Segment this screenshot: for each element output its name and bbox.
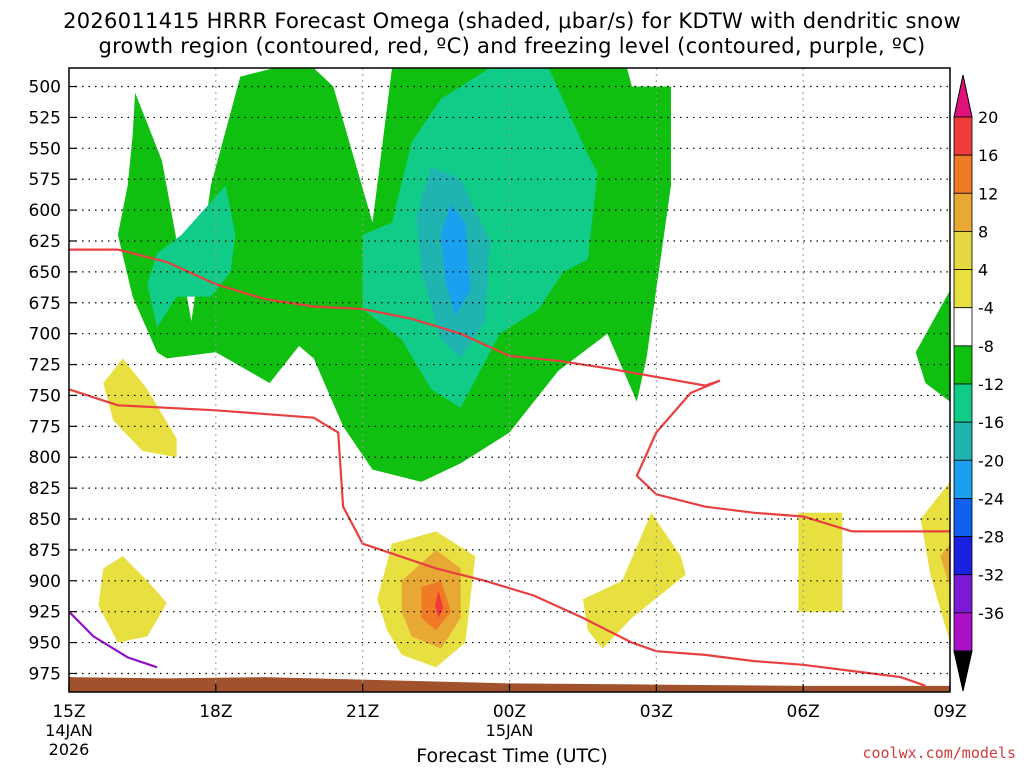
x-tick-label: 06Z [787,702,820,722]
x-tick-date: 15JAN [486,721,534,740]
x-tick-label: 09Z [933,702,966,722]
colorbar-swatch [953,269,973,309]
colorbar-label: 12 [978,184,998,203]
colorbar-swatch [953,459,973,499]
x-tick-label: 18Z [199,702,232,722]
omega-region-15 [435,590,444,618]
colorbar-label: -12 [978,375,1004,394]
y-tick-label: 675 [29,294,61,314]
colorbar-swatch [953,536,973,576]
contour-lines [69,248,950,687]
colorbar-swatch [953,231,973,270]
colorbar-label: -4 [978,299,994,318]
y-tick-label: 825 [29,479,61,499]
colorbar-label: 4 [978,261,988,280]
omega-region-6 [103,358,177,458]
omega-region-7 [98,556,167,643]
colorbar-swatch [953,116,973,156]
colorbar-swatch [953,154,973,194]
colorbar-swatch [953,345,973,385]
y-tick-label: 650 [29,263,61,283]
dgz-contour-1 [69,388,926,687]
colorbar-label: -16 [978,413,1004,432]
colorbar-swatch [953,383,973,423]
colorbar-label: -20 [978,451,1004,470]
colorbar-label: 8 [978,222,988,241]
x-tick-year: 2026 [49,740,90,759]
x-tick-label: 15Z [52,702,85,722]
colorbar-swatch [953,498,973,537]
chart-title-line1: 2026011415 HRRR Forecast Omega (shaded, … [63,9,961,33]
y-tick-label: 550 [29,139,61,159]
y-tick-label: 750 [29,386,61,406]
omega-region-9 [582,512,686,649]
omega-region-11 [920,481,950,643]
y-tick-label: 575 [29,170,61,190]
colorbar-label: 20 [978,108,998,127]
y-tick-label: 950 [29,634,61,654]
omega-region-13 [940,543,950,587]
y-tick-label: 775 [29,417,61,437]
colorbar-label: -8 [978,337,994,356]
y-tick-label: 850 [29,510,61,530]
x-tick-date: 14JAN [45,721,93,740]
x-tick-label: 00Z [493,702,526,722]
colorbar-label: -32 [978,566,1004,585]
y-tick-label: 725 [29,356,61,376]
omega-region-1 [915,290,950,402]
colorbar-top-arrow [953,74,973,118]
y-tick-label: 500 [29,78,61,98]
colorbar-swatch [953,574,973,614]
colorbar-swatch [953,421,973,461]
x-tick-label: 21Z [346,702,379,722]
x-tick-label: 03Z [640,702,673,722]
colorbar-swatch [953,192,973,232]
x-axis-title: Forecast Time (UTC) [416,745,608,767]
y-tick-label: 700 [29,325,61,345]
dgz-contour-0 [69,248,950,533]
colorbar-swatch [953,307,973,347]
colorbar-bottom-arrow [953,650,973,692]
chart-title-line2: growth region (contoured, red, ºC) and f… [98,34,926,58]
colorbar-swatch [953,612,973,652]
y-tick-label: 800 [29,448,61,468]
y-tick-label: 525 [29,108,61,128]
y-tick-label: 875 [29,541,61,561]
omega-region-10 [798,512,843,612]
y-axis: 500 525 550 575 600 625 650 675 700 725 750 775 800 8… [29,78,77,684]
colorbar-label: -24 [978,489,1004,508]
y-tick-label: 600 [29,201,61,221]
y-tick-label: 900 [29,572,61,592]
y-tick-label: 975 [29,664,61,684]
omega-region-5 [441,203,471,316]
watermark: coolwx.com/models [862,744,1016,762]
colorbar-label: -36 [978,604,1004,623]
y-tick-label: 925 [29,603,61,623]
omega-region-3 [147,185,236,328]
freezing-level-line [69,610,158,669]
colorbar-label: 16 [978,146,998,165]
colorbar-label: -28 [978,528,1004,547]
y-tick-label: 625 [29,232,61,252]
colorbar: 20 16 12 8 4 -4 -8 -12 -16 -20 -24 -28 -32 -36 [953,74,1004,692]
